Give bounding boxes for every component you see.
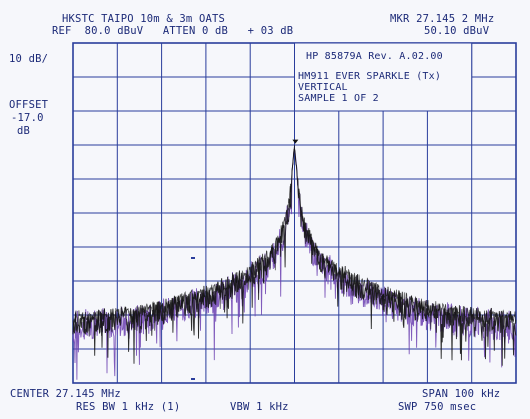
sweep-time: SWP 750 msec xyxy=(398,401,477,413)
resolution-bandwidth: RES BW 1 kHz (1) xyxy=(76,401,181,413)
offset-label: OFFSET xyxy=(9,99,49,111)
center-frequency: CENTER 27.145 MHz xyxy=(10,388,121,400)
video-bandwidth: VBW 1 kHz xyxy=(230,401,289,413)
frequency-span: SPAN 100 kHz xyxy=(422,388,501,400)
graticule xyxy=(72,42,517,384)
reference-level-line: REF 80.0 dBuV ATTEN 0 dB + 03 dB xyxy=(52,25,294,37)
info-box-outline xyxy=(294,42,473,112)
marker-diamond xyxy=(292,139,299,144)
marker-level: 50.10 dBuV xyxy=(424,25,490,37)
polarization: VERTICAL xyxy=(298,82,348,93)
edge-tick xyxy=(191,378,195,380)
trace-layer xyxy=(72,139,517,380)
offset-value: -17.0 xyxy=(11,112,44,124)
sample-number: SAMPLE 1 OF 2 xyxy=(298,93,379,104)
scale-per-division: 10 dB/ xyxy=(9,53,49,65)
analyzer-model: HP 85879A Rev. A.02.00 xyxy=(306,51,443,62)
trace-envelope xyxy=(72,145,517,337)
marker-frequency: MKR 27.145 2 MHz xyxy=(390,13,495,25)
equipment-under-test: HM911 EVER SPARKLE (Tx) xyxy=(298,71,442,82)
offset-unit: dB xyxy=(17,125,31,137)
edge-tick xyxy=(191,257,195,259)
site-title: HKSTC TAIPO 10m & 3m OATS xyxy=(62,13,226,25)
